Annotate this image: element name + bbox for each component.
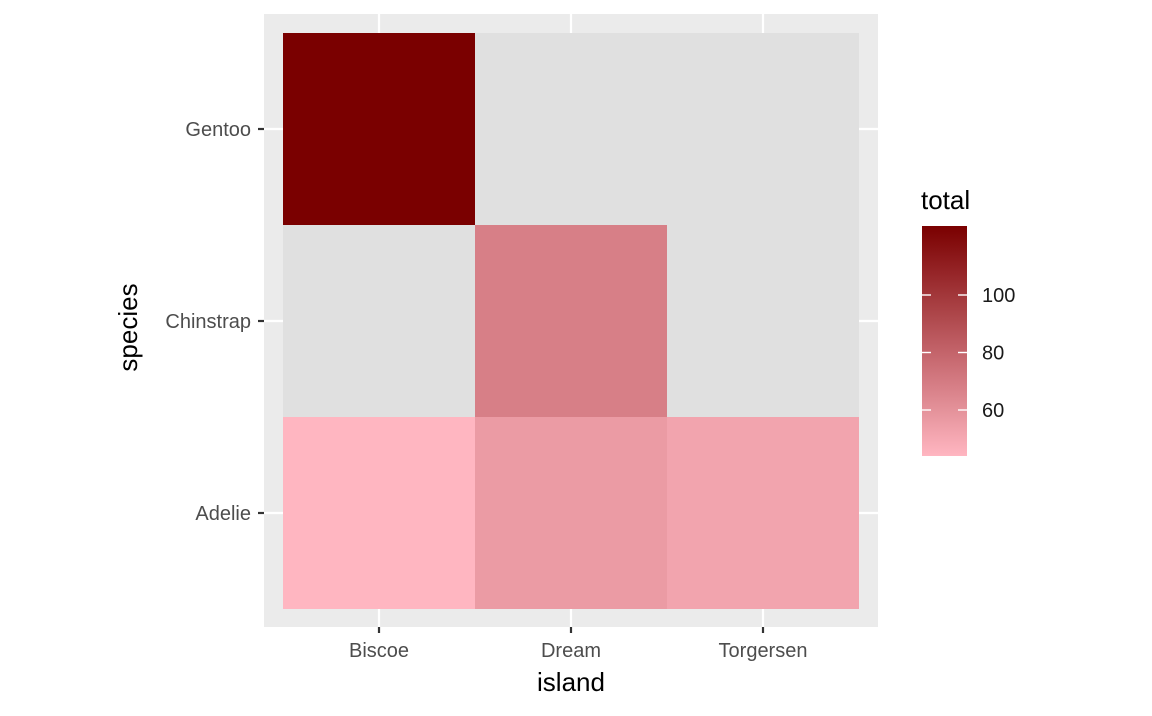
y-tick-label: Chinstrap (165, 311, 251, 333)
x-tick-label: Torgersen (719, 640, 808, 662)
legend-ticks: 60 80 100 (922, 285, 1015, 422)
heatmap-cell (283, 417, 475, 609)
x-tick-label: Dream (541, 640, 601, 662)
heatmap-cell-empty (283, 225, 475, 417)
heatmap-cell (475, 417, 667, 609)
legend-colorbar (922, 226, 967, 456)
legend-tick-label: 100 (982, 285, 1015, 307)
legend-title: total (921, 185, 970, 215)
y-tick-label: Adelie (195, 503, 251, 525)
legend-tick-label: 80 (982, 343, 1004, 365)
y-axis: Adelie Chinstrap Gentoo (165, 119, 264, 525)
heatmap-cell (475, 225, 667, 417)
heatmap-cell (283, 33, 475, 225)
legend-tick-label: 60 (982, 400, 1004, 422)
x-axis-title: island (537, 667, 605, 697)
y-tick-label: Gentoo (185, 119, 251, 141)
heatmap-cell-empty (667, 33, 859, 225)
x-axis: Biscoe Dream Torgersen (349, 627, 807, 662)
heatmap-cell-empty (667, 225, 859, 417)
heatmap-cell (667, 417, 859, 609)
x-tick-label: Biscoe (349, 640, 409, 662)
y-axis-title: species (113, 283, 143, 371)
heatmap-cell-empty (475, 33, 667, 225)
color-legend: total 60 80 100 (921, 185, 1015, 456)
heatmap-cells (283, 33, 859, 609)
